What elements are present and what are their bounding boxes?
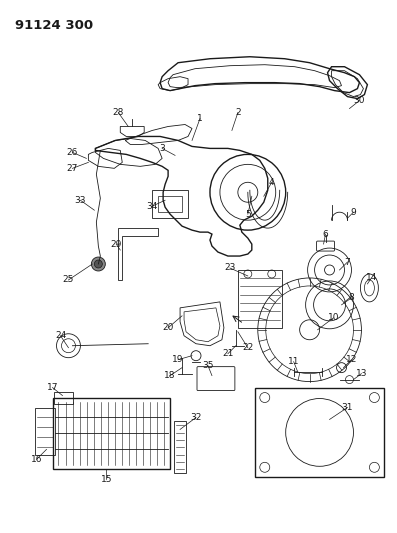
Text: 14: 14 [366,273,377,282]
Text: 7: 7 [345,257,350,266]
Text: 13: 13 [356,369,367,378]
Text: 33: 33 [75,196,86,205]
Text: 25: 25 [63,276,74,285]
Text: 30: 30 [354,96,365,105]
Text: 32: 32 [190,413,202,422]
Text: 34: 34 [146,201,158,211]
Text: 20: 20 [162,324,174,332]
Text: 29: 29 [111,239,122,248]
Circle shape [94,260,102,268]
Text: 11: 11 [288,357,299,366]
Text: 23: 23 [224,263,235,272]
Text: 31: 31 [342,403,353,412]
Text: 4: 4 [269,178,275,187]
Text: 17: 17 [47,383,58,392]
Text: 24: 24 [55,331,66,340]
Text: 16: 16 [31,455,42,464]
Text: 3: 3 [159,144,165,153]
Text: 18: 18 [164,371,176,380]
Text: 2: 2 [235,108,241,117]
Text: 22: 22 [242,343,253,352]
Text: 27: 27 [67,164,78,173]
Text: 9: 9 [351,208,357,217]
Text: 12: 12 [346,355,357,364]
Text: 28: 28 [113,108,124,117]
Text: 35: 35 [202,361,214,370]
Text: 8: 8 [349,293,355,302]
Text: 10: 10 [328,313,339,322]
Text: 91124 300: 91124 300 [15,19,93,32]
Text: 19: 19 [172,355,184,364]
Text: 26: 26 [67,148,78,157]
Text: 5: 5 [245,209,251,219]
Text: 1: 1 [197,114,203,123]
Text: 6: 6 [323,230,328,239]
Text: 21: 21 [222,349,233,358]
Circle shape [91,257,105,271]
Text: 15: 15 [100,475,112,484]
